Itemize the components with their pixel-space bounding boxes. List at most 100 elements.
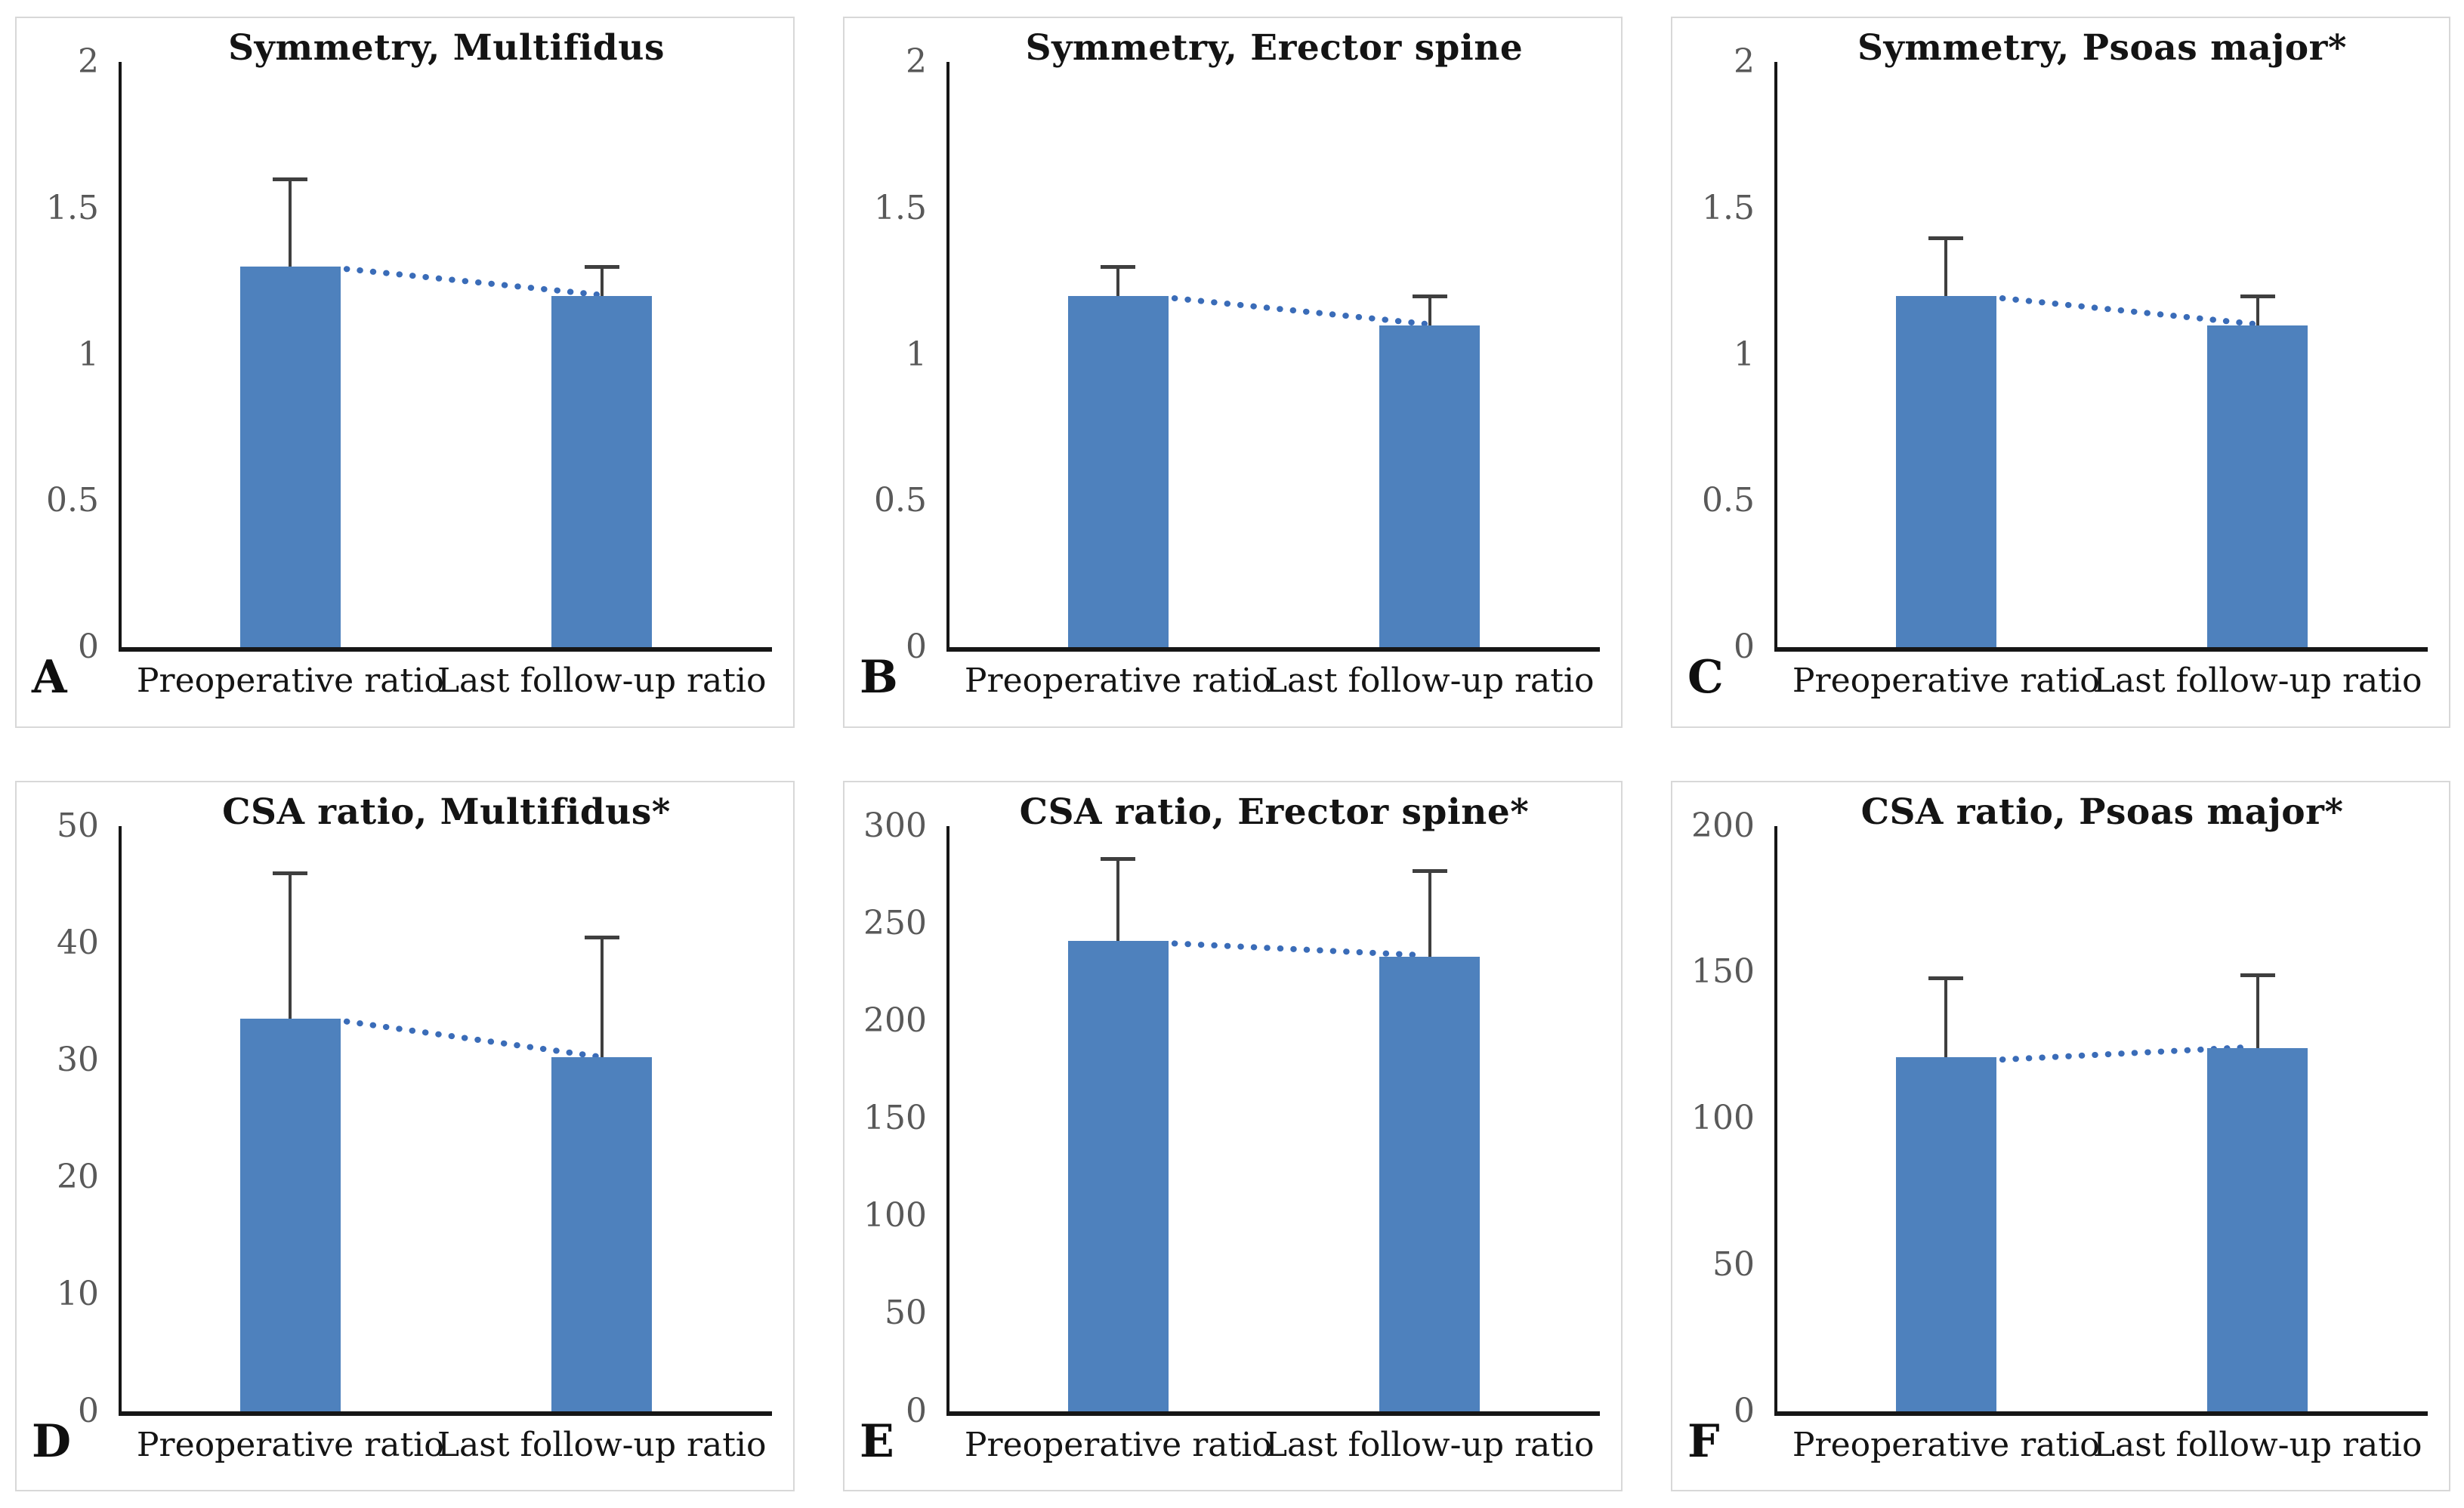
plot-area bbox=[1774, 62, 2428, 652]
y-tick-label: 300 bbox=[863, 806, 927, 845]
x-category-label-last-follow-up: Last follow-up ratio bbox=[1264, 661, 1595, 700]
y-tick-label: 1.5 bbox=[46, 188, 99, 227]
y-axis-tick-labels: 0 0.5 1 1.5 2 bbox=[844, 42, 946, 666]
error-bar-cap bbox=[2240, 295, 2275, 298]
x-category-label-last-follow-up: Last follow-up ratio bbox=[1264, 1425, 1595, 1464]
error-bar-cap bbox=[584, 265, 619, 270]
y-axis-tick-labels: 0 50 100 150 200 bbox=[1672, 806, 1774, 1430]
error-bar-line bbox=[1944, 237, 1948, 296]
bar-last-follow-up bbox=[551, 296, 653, 647]
y-tick-label: 200 bbox=[1691, 806, 1755, 845]
plot-area bbox=[946, 825, 1600, 1416]
y-tick-label: 0 bbox=[906, 1391, 927, 1430]
x-category-label-preoperative: Preoperative ratio bbox=[136, 1425, 444, 1464]
panel-letter: F bbox=[1687, 1414, 1720, 1468]
y-axis-tick-labels: 0 10 20 30 40 50 bbox=[17, 806, 119, 1430]
y-tick-label: 1.5 bbox=[874, 188, 927, 227]
error-bar-cap bbox=[1101, 265, 1136, 270]
y-tick-label: 0.5 bbox=[1702, 481, 1755, 520]
bar-preoperative bbox=[239, 267, 341, 647]
panel-letter: C bbox=[1687, 651, 1724, 704]
y-tick-label: 2 bbox=[906, 42, 927, 81]
error-bar-cap bbox=[273, 177, 308, 181]
y-tick-label: 40 bbox=[57, 923, 99, 962]
chart-title: Symmetry, Erector spine bbox=[1025, 27, 1524, 69]
panel-letter: D bbox=[32, 1414, 72, 1468]
y-tick-label: 150 bbox=[863, 1099, 927, 1137]
y-tick-label: 100 bbox=[863, 1196, 927, 1235]
y-tick-label: 200 bbox=[863, 1001, 927, 1040]
trend-line-dots bbox=[343, 1018, 601, 1059]
error-bar-cap bbox=[1412, 868, 1447, 873]
bar-preoperative bbox=[239, 1019, 341, 1411]
chart-title: CSA ratio, Multifidus* bbox=[222, 791, 671, 833]
chart-title: Symmetry, Psoas major* bbox=[1857, 27, 2347, 69]
y-axis-tick-labels: 0 50 100 150 200 250 300 bbox=[844, 806, 946, 1430]
panel-letter: B bbox=[860, 651, 898, 704]
y-tick-label: 50 bbox=[1712, 1244, 1755, 1284]
trend-line-dots bbox=[1171, 295, 1428, 327]
plot-area bbox=[946, 62, 1600, 652]
bar-last-follow-up bbox=[2207, 1048, 2308, 1411]
chart-panel: Symmetry, Erector spine 0 0.5 1 1.5 2 B Preo… bbox=[843, 17, 1623, 728]
chart-panel: CSA ratio, Multifidus* 0 10 20 30 40 50 D Pre… bbox=[15, 780, 795, 1491]
plot-area bbox=[119, 62, 772, 652]
chart-title: CSA ratio, Erector spine* bbox=[1019, 791, 1530, 833]
error-bar-line bbox=[600, 936, 604, 1058]
plot-wrapper: 0 0.5 1 1.5 2 bbox=[844, 42, 1600, 666]
chart-title: Symmetry, Multifidus bbox=[228, 27, 665, 69]
plot-area bbox=[1774, 825, 2428, 1416]
y-tick-label: 0.5 bbox=[874, 481, 927, 520]
error-bar-cap bbox=[1101, 857, 1136, 862]
error-bar-cap bbox=[1412, 295, 1447, 298]
error-bar-line bbox=[600, 267, 604, 296]
trend-line-dots bbox=[1171, 939, 1428, 958]
y-tick-label: 1 bbox=[906, 335, 927, 374]
y-tick-label: 0 bbox=[78, 628, 99, 666]
x-category-label-preoperative: Preoperative ratio bbox=[136, 661, 444, 700]
y-tick-label: 250 bbox=[863, 903, 927, 942]
error-bar-line bbox=[1428, 296, 1431, 325]
error-bar-cap bbox=[1928, 976, 1964, 980]
error-bar-line bbox=[289, 872, 292, 1019]
y-tick-label: 1.5 bbox=[1702, 188, 1755, 227]
error-bar-cap bbox=[584, 935, 619, 939]
chart-panel: CSA ratio, Erector spine* 0 50 100 150 200 25… bbox=[843, 780, 1623, 1491]
error-bar-line bbox=[2256, 975, 2259, 1048]
x-category-label-preoperative: Preoperative ratio bbox=[964, 661, 1272, 700]
y-axis-tick-labels: 0 0.5 1 1.5 2 bbox=[17, 42, 119, 666]
y-tick-label: 2 bbox=[78, 42, 99, 81]
trend-dotted-line bbox=[343, 1018, 601, 1059]
bar-preoperative bbox=[1067, 940, 1169, 1411]
trend-line-dots bbox=[343, 266, 601, 298]
error-bar-line bbox=[289, 179, 292, 267]
trend-dotted-line bbox=[1171, 295, 1428, 327]
error-bar-line bbox=[1116, 859, 1120, 941]
error-bar-line bbox=[1944, 978, 1948, 1057]
error-bar-cap bbox=[2240, 973, 2275, 978]
y-tick-label: 0.5 bbox=[46, 481, 99, 520]
chart-title: CSA ratio, Psoas major* bbox=[1860, 791, 2344, 833]
x-category-label-last-follow-up: Last follow-up ratio bbox=[437, 661, 767, 700]
y-tick-label: 0 bbox=[1734, 1391, 1755, 1430]
error-bar-cap bbox=[273, 871, 308, 875]
chart-panel: Symmetry, Multifidus 0 0.5 1 1.5 2 A Preoper… bbox=[15, 17, 795, 728]
panel-letter: A bbox=[32, 651, 67, 704]
bar-preoperative bbox=[1895, 296, 1996, 647]
bar-last-follow-up bbox=[2207, 325, 2308, 647]
error-bar-line bbox=[1116, 267, 1120, 296]
y-tick-label: 1 bbox=[78, 335, 99, 374]
bar-preoperative bbox=[1067, 296, 1169, 647]
plot-wrapper: 0 0.5 1 1.5 2 bbox=[1672, 42, 2428, 666]
y-axis-tick-labels: 0 0.5 1 1.5 2 bbox=[1672, 42, 1774, 666]
y-tick-label: 150 bbox=[1691, 952, 1755, 991]
y-tick-label: 50 bbox=[57, 806, 99, 845]
y-tick-label: 50 bbox=[885, 1294, 927, 1333]
trend-dotted-line bbox=[1999, 1044, 2256, 1062]
y-tick-label: 30 bbox=[57, 1040, 99, 1079]
y-tick-label: 0 bbox=[78, 1391, 99, 1430]
plot-wrapper: 0 50 100 150 200 bbox=[1672, 806, 2428, 1430]
bar-last-follow-up bbox=[1379, 956, 1481, 1411]
y-tick-label: 2 bbox=[1734, 42, 1755, 81]
